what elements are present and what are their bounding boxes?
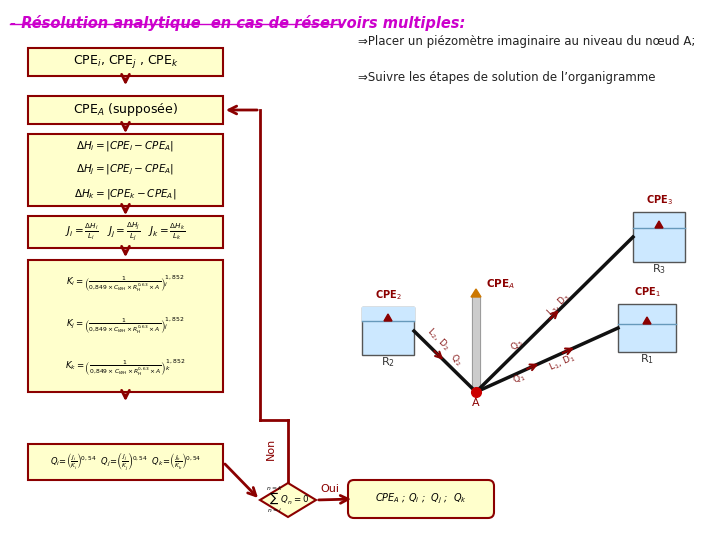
Text: $K_k = \left(\frac{1}{0{,}849 \times C_{WH} \times R_H^{0,63} \times A}\right)_k: $K_k = \left(\frac{1}{0{,}849 \times C_{… — [66, 358, 186, 378]
Text: $\Delta H_i = |CPE_i - CPE_A|$: $\Delta H_i = |CPE_i - CPE_A|$ — [76, 139, 174, 153]
Polygon shape — [260, 483, 316, 517]
Polygon shape — [471, 289, 481, 297]
Text: ⇒Suivre les étapes de solution de l’organigramme: ⇒Suivre les étapes de solution de l’orga… — [358, 71, 655, 84]
Text: R$_1$: R$_1$ — [640, 352, 654, 366]
Text: Oui: Oui — [320, 484, 339, 494]
FancyBboxPatch shape — [28, 134, 223, 206]
Text: CPE$_1$: CPE$_1$ — [634, 285, 660, 299]
Text: $\Delta H_j = |CPE_j - CPE_A|$: $\Delta H_j = |CPE_j - CPE_A|$ — [76, 163, 174, 177]
Text: Non: Non — [266, 438, 276, 460]
Text: Q$_3$: Q$_3$ — [508, 336, 526, 354]
Text: L$_3$, D$_3$: L$_3$, D$_3$ — [544, 291, 573, 319]
Text: CPE$_i$, CPE$_j$ , CPE$_k$: CPE$_i$, CPE$_j$ , CPE$_k$ — [73, 53, 179, 71]
FancyBboxPatch shape — [28, 260, 223, 392]
Text: $CPE_A$ ; $Q_i$ ;  $Q_j$ ;  $Q_k$: $CPE_A$ ; $Q_i$ ; $Q_j$ ; $Q_k$ — [375, 492, 467, 506]
FancyBboxPatch shape — [633, 212, 685, 262]
Text: $J_i=\frac{\Delta H_i}{L_i}$   $J_j=\frac{\Delta H_j}{L_j}$   $J_k=\frac{\Delta : $J_i=\frac{\Delta H_i}{L_i}$ $J_j=\frac{… — [66, 220, 186, 244]
Polygon shape — [643, 317, 651, 324]
Text: CPE$_A$ (supposée): CPE$_A$ (supposée) — [73, 102, 178, 118]
Text: CPE$_A$: CPE$_A$ — [486, 277, 515, 291]
Text: A: A — [472, 398, 480, 408]
FancyBboxPatch shape — [348, 480, 494, 518]
FancyBboxPatch shape — [28, 216, 223, 248]
Text: $Q_i\!=\!\left(\frac{J_i}{K_i}\right)^{\!0,54}$  $Q_j\!=\!\left(\frac{J_j}{K_j}\: $Q_i\!=\!\left(\frac{J_i}{K_i}\right)^{\… — [50, 451, 201, 473]
Text: - Résolution analytique  en cas de réservoirs multiples:: - Résolution analytique en cas de réserv… — [10, 15, 465, 31]
FancyBboxPatch shape — [28, 444, 223, 480]
Text: $K_i = \left(\frac{1}{0{,}849 \times C_{WH} \times R_H^{0,63} \times A}\right)_i: $K_i = \left(\frac{1}{0{,}849 \times C_{… — [66, 274, 185, 294]
Text: $\Delta H_k = |CPE_k - CPE_A|$: $\Delta H_k = |CPE_k - CPE_A|$ — [74, 187, 176, 201]
Text: L$_2$, D$_2$: L$_2$, D$_2$ — [424, 325, 453, 354]
FancyBboxPatch shape — [362, 307, 414, 355]
Text: CPE$_2$: CPE$_2$ — [374, 288, 401, 302]
Text: Q$_2$: Q$_2$ — [447, 351, 465, 368]
Text: L$_1$, D$_1$: L$_1$, D$_1$ — [547, 352, 577, 374]
Polygon shape — [655, 221, 663, 228]
Text: $\sum_{n=i}^{n=k} Q_n = 0$: $\sum_{n=i}^{n=k} Q_n = 0$ — [266, 485, 310, 515]
Text: R$_3$: R$_3$ — [652, 262, 666, 276]
FancyBboxPatch shape — [618, 304, 676, 352]
Polygon shape — [384, 314, 392, 321]
Text: R$_2$: R$_2$ — [381, 355, 395, 369]
Text: ⇒Placer un piézomètre imaginaire au niveau du nœud A;: ⇒Placer un piézomètre imaginaire au nive… — [358, 36, 696, 49]
Text: $K_j = \left(\frac{1}{0{,}849 \times C_{WH} \times R_H^{0,63} \times A}\right)_j: $K_j = \left(\frac{1}{0{,}849 \times C_{… — [66, 316, 185, 336]
FancyBboxPatch shape — [28, 48, 223, 76]
FancyBboxPatch shape — [28, 96, 223, 124]
Text: Q$_1$: Q$_1$ — [511, 370, 528, 387]
Text: CPE$_3$: CPE$_3$ — [646, 193, 672, 207]
